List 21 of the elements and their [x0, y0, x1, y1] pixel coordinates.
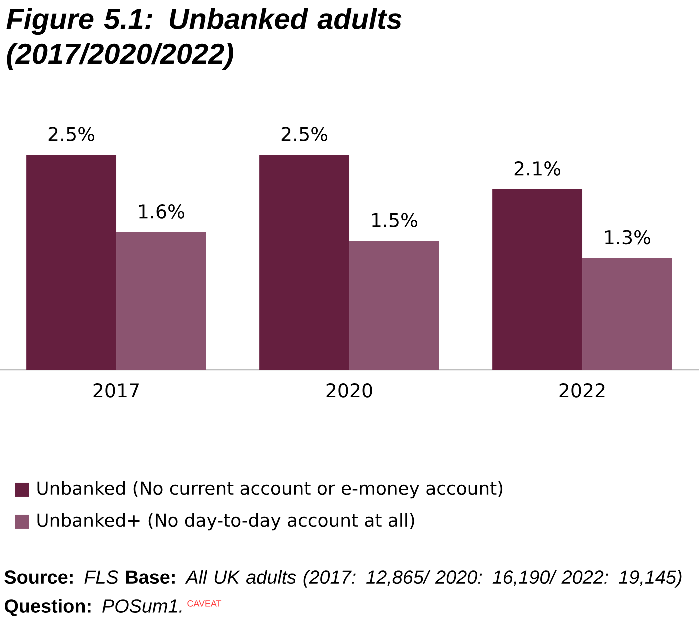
text: CAVEAT [188, 600, 222, 607]
x-tick-label: 2017 [94, 384, 139, 398]
legend-label: Unbanked (No current account or e-money account) [38, 481, 503, 499]
data-label: 1.5% [372, 213, 418, 228]
bar [260, 154, 350, 370]
data-label: 1.6% [140, 204, 184, 219]
data-label: 2.5% [48, 127, 95, 142]
bar [582, 258, 672, 370]
x-tick-label: 2020 [326, 384, 372, 398]
text: Source: FLS Base: All UK adults (2017: 12,865/ 2020: 16,190/ 2022: 19,145) [4, 570, 682, 588]
legend-label: Unbanked+ (No day-to-day account at all) [38, 513, 414, 531]
x-tick-label: 2022 [560, 384, 605, 398]
data-label: 1.3% [606, 230, 650, 245]
bar [350, 240, 440, 370]
data-label: 2.1% [514, 162, 561, 176]
bar [26, 154, 117, 370]
bar [492, 189, 583, 370]
text: Question: POSum1. [4, 599, 182, 617]
bar [116, 232, 206, 370]
chart-title: Figure 5.1: Unbanked adults (2017/2020/2022) [6, 8, 402, 70]
data-label: 2.5% [282, 127, 328, 142]
